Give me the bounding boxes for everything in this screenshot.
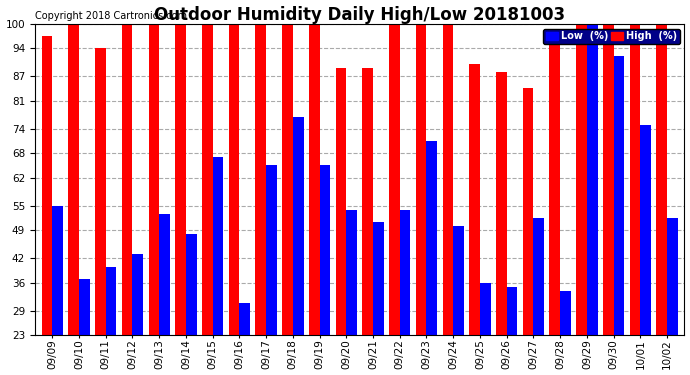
Bar [121,24,132,335]
Bar [52,206,63,335]
Bar [106,267,117,335]
Bar [416,24,426,335]
Bar [282,24,293,335]
Bar [576,24,587,335]
Bar [442,24,453,335]
Text: Copyright 2018 Cartronics.com: Copyright 2018 Cartronics.com [35,10,187,21]
Bar [496,72,506,335]
Bar [293,117,304,335]
Bar [587,24,598,335]
Bar [239,303,250,335]
Bar [202,24,213,335]
Bar [480,283,491,335]
Bar [79,279,90,335]
Bar [373,222,384,335]
Bar [640,125,651,335]
Bar [335,68,346,335]
Bar [469,64,480,335]
Bar [132,255,143,335]
Bar [319,165,331,335]
Bar [362,68,373,335]
Bar [613,56,624,335]
Bar [309,24,319,335]
Bar [266,165,277,335]
Bar [95,48,106,335]
Bar [656,24,667,335]
Bar [255,24,266,335]
Bar [560,291,571,335]
Bar [213,157,224,335]
Bar [68,24,79,335]
Legend: Low  (%), High  (%): Low (%), High (%) [543,28,680,44]
Title: Outdoor Humidity Daily High/Low 20181003: Outdoor Humidity Daily High/Low 20181003 [154,6,565,24]
Bar [523,88,533,335]
Bar [630,24,640,335]
Bar [389,24,400,335]
Bar [533,218,544,335]
Bar [228,24,239,335]
Bar [549,36,560,335]
Bar [186,234,197,335]
Bar [667,218,678,335]
Bar [453,226,464,335]
Bar [148,24,159,335]
Bar [159,214,170,335]
Bar [41,36,52,335]
Bar [506,287,518,335]
Bar [426,141,437,335]
Bar [175,24,186,335]
Bar [346,210,357,335]
Bar [400,210,411,335]
Bar [603,24,613,335]
